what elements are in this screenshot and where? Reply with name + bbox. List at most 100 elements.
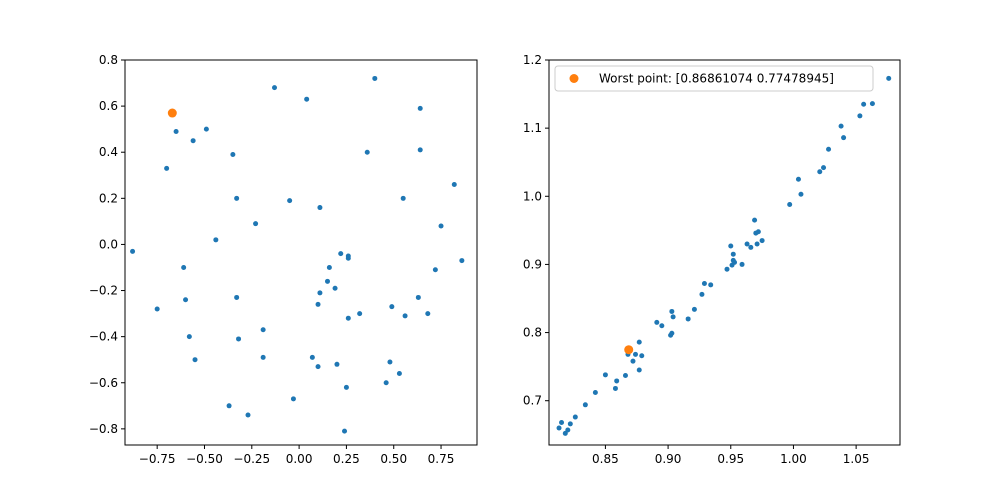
x-tick-label: 0.85 (592, 452, 619, 466)
x-tick-label: 1.00 (780, 452, 807, 466)
data-point (669, 308, 675, 314)
data-point (245, 412, 251, 418)
data-point (602, 372, 608, 378)
data-point (304, 96, 310, 102)
data-point (332, 285, 338, 291)
data-point (730, 251, 736, 257)
data-point (821, 165, 827, 171)
data-point (317, 290, 323, 296)
data-point (415, 294, 421, 300)
x-tick-label: 0.95 (717, 452, 744, 466)
data-point (752, 217, 758, 223)
y-tick-label: −0.8 (89, 422, 118, 436)
data-point (556, 425, 562, 431)
data-point (315, 301, 321, 307)
data-point (315, 364, 321, 370)
data-point (685, 316, 691, 322)
data-point (451, 181, 457, 187)
data-point (190, 138, 196, 144)
data-point (372, 75, 378, 81)
data-point (389, 304, 395, 310)
legend-label: Worst point: [0.86861074 0.77478945] (599, 72, 834, 86)
data-point (612, 385, 618, 391)
data-point (272, 85, 278, 91)
y-tick-label: 0.9 (523, 257, 542, 271)
y-tick-label: −0.4 (89, 330, 118, 344)
data-point (290, 396, 296, 402)
data-point (841, 135, 847, 141)
data-point (567, 421, 573, 427)
data-point (425, 311, 431, 317)
data-point (669, 330, 675, 336)
data-point (345, 315, 351, 321)
data-point (309, 354, 315, 360)
data-point (592, 390, 598, 396)
data-point (364, 149, 370, 155)
data-point (732, 259, 738, 265)
data-point (728, 243, 734, 249)
data-point (438, 223, 444, 229)
data-point (317, 205, 323, 211)
data-point (817, 169, 823, 175)
data-point (861, 101, 867, 107)
data-point (342, 428, 348, 434)
data-point (754, 241, 760, 247)
data-point (798, 191, 804, 197)
data-point (708, 282, 714, 288)
data-point (869, 101, 875, 107)
data-point (287, 198, 293, 204)
data-point (639, 353, 645, 359)
data-point (338, 251, 344, 257)
data-point (396, 371, 402, 377)
y-tick-label: 0.7 (523, 394, 542, 408)
worst-point (624, 345, 634, 355)
data-point (345, 255, 351, 261)
data-point (236, 336, 242, 342)
data-point (226, 403, 232, 409)
data-point (838, 123, 844, 129)
data-point (755, 229, 761, 235)
data-point (701, 281, 707, 287)
data-point (795, 176, 801, 182)
y-tick-label: 0.6 (99, 99, 118, 113)
legend-marker (569, 74, 579, 83)
data-point (253, 221, 259, 227)
left-scatter-plot: −0.75 −0.50 −0.25 0.00 0.25 0.50 0.75 −0.8 −0.6 −… (89, 53, 478, 466)
y-tick-label: 1.0 (523, 189, 542, 203)
data-point (234, 294, 240, 300)
axes-frame (124, 59, 478, 446)
data-point (632, 351, 638, 357)
data-point (334, 361, 340, 367)
data-point (186, 334, 192, 340)
data-point (234, 195, 240, 201)
data-point (670, 314, 676, 320)
data-point (164, 165, 170, 171)
data-point (181, 264, 187, 270)
y-tick-label: 0.0 (99, 237, 118, 251)
data-point (739, 261, 745, 267)
data-point (459, 258, 465, 264)
y-tick-label: 0.8 (99, 53, 118, 67)
data-point (744, 241, 750, 247)
x-tick-label: 0.90 (655, 452, 682, 466)
data-point (614, 378, 620, 384)
data-point (630, 358, 636, 364)
data-point (173, 128, 179, 134)
y-tick-label: −0.2 (89, 284, 118, 298)
data-point (699, 291, 705, 297)
data-point (343, 384, 349, 390)
x-tick-label: 0.50 (380, 452, 407, 466)
x-tick-label: 0.25 (333, 452, 360, 466)
data-point (400, 195, 406, 201)
data-point (203, 126, 209, 132)
data-point (826, 146, 832, 152)
right-scatter-plot: 0.85 0.90 0.95 1.00 1.05 0.7 0.8 0.9 1.0 1.1 1.2 Wo… (523, 53, 901, 466)
data-point (154, 306, 160, 312)
data-point (432, 267, 438, 273)
data-point (787, 201, 793, 207)
data-point (659, 323, 665, 329)
y-tick-label: 0.4 (99, 145, 118, 159)
data-point (417, 105, 423, 111)
data-point (260, 354, 266, 360)
